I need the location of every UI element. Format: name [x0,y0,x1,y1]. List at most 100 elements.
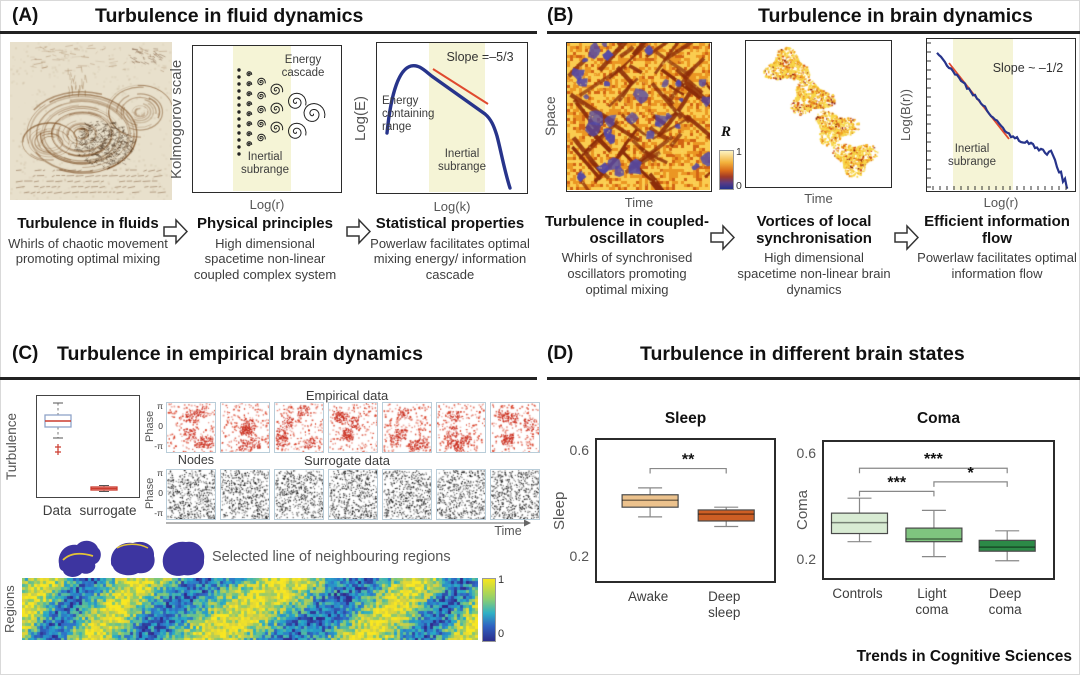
surrogate-phase-panel [490,469,540,520]
category-label-awake: Awake [627,589,669,604]
energy-spectrum-plot [385,43,512,192]
brain-spectrum-box: Slope ~ –1/2 Inertial subrange [926,38,1076,192]
category-label-controls: Controls [832,586,883,601]
slope-label-b: Slope ~ –1/2 [992,61,1064,75]
slope-line [432,68,489,105]
energy-containing-label: Energy containing range [382,95,435,134]
step-physical-principles: Physical principles High dimensional spa… [185,215,345,283]
empirical-data-title: Empirical data [305,388,389,403]
heatmap-colorbar-max: 1 [498,574,505,586]
panel-c-title: Turbulence in empirical brain dynamics [57,343,423,365]
panel-b-title: Turbulence in brain dynamics [758,5,1033,27]
time-axis-label: Time [494,524,522,538]
time-xlabel-b1: Time [624,195,654,210]
sleep-plot-frame: ** [595,438,776,583]
brain-silhouette-1 [58,540,101,577]
boxplot-cat-data: Data [42,503,72,518]
regions-heatmap [22,578,478,640]
space-ylabel: Space [542,96,558,136]
surrogate-phase-panel [220,469,270,520]
significance-stars: ** [682,452,695,469]
step-desc: Whirls of chaotic movement promoting opt… [8,235,168,267]
panel-c-rule [0,377,537,380]
empirical-phase-panel [436,402,486,453]
step-title: Physical principles [197,215,333,232]
slope-label-a: Slope =–5/3 [446,50,514,64]
step-desc: Powerlaw facilitates optimal information… [917,250,1077,281]
arrow-right-icon [710,224,735,251]
kolmogorov-scale-ylabel: Kolmogorov scale [168,59,185,179]
phase-tick-0: 0 [158,421,163,431]
energy-spectrum-box: Slope =–5/3 Energy containing range Iner… [376,42,528,194]
inertial-band [429,43,485,192]
sleep-tick-06: 0.6 [569,442,589,458]
coma-tick-02: 0.2 [796,551,816,567]
sleep-tick-02: 0.2 [569,548,589,564]
brain-silhouette-2 [110,541,155,576]
surrogate-raster-row [166,469,540,520]
phase-tick-0: 0 [158,488,163,498]
selected-line-1 [62,552,94,561]
sleep-boxplot: ** [621,452,755,528]
logr-xlabel-a: Log(r) [249,197,285,212]
energy-cascade-label: Energy cascade [281,54,325,80]
spacetime-turbulence-box [566,42,712,192]
heatmap-colorbar-min: 0 [498,628,505,640]
step-desc: Whirls of synchronised oscillators promo… [561,250,693,297]
turbulence-boxplot-frame [36,395,140,498]
panel-a-tag: (A) [12,5,39,26]
panel-c-tag: (C) [12,343,39,364]
surrogate-phase-panel [166,469,216,520]
panel-b-tag: (B) [547,5,574,26]
step-turbulence-in-fluids: Turbulence in fluids Whirls of chaotic m… [4,215,172,267]
energy-spectrum-curve [385,63,512,190]
step-desc: High dimensional spacetime non-linear co… [193,235,337,283]
empirical-phase-panel [490,402,540,453]
category-label-deep-sleep: Deep sleep [708,589,741,621]
coma-plot-frame: *** * *** [822,440,1055,580]
inertial-band [233,46,291,191]
empirical-raster-row [166,402,540,453]
arrow-right-icon [894,224,919,251]
inertial-subrange-label-a1: Inertial subrange [241,151,289,177]
energy-cascade-diagram [233,46,326,191]
selected-line-caption: Selected line of neighbouring regions [212,549,451,565]
arrow-right-icon [346,218,371,245]
empirical-phase-panel [328,402,378,453]
category-label-light-coma: Light coma [915,586,949,618]
loge-ylabel: Log(E) [352,95,369,141]
surrogate-data-title: Surrogate data [303,453,390,468]
significance-stars: *** [887,474,906,491]
r-colorbar-max: 1 [736,146,742,158]
logk-xlabel: Log(k) [433,199,471,214]
category-label-deep-coma: Deep coma [988,586,1022,618]
regions-ylabel: Regions [2,585,17,633]
spacetime-turbulence-image [567,43,710,190]
logr-xlabel-b: Log(r) [983,195,1019,210]
step-efficient-information-flow: Efficient information flow Powerlaw faci… [917,213,1077,282]
significance-stars: * [967,465,974,482]
step-title: Vortices of local synchronisation [756,213,872,247]
journal-name: Trends in Cognitive Sciences [856,648,1072,665]
significance-stars: *** [924,451,943,468]
time-xlabel-b2: Time [804,191,833,206]
logbr-ylabel: Log(B(r)) [898,89,913,142]
step-title: Turbulence in coupled-oscillators [545,213,709,247]
panel-b-rule [547,31,1080,34]
empirical-phase-panel [274,402,324,453]
empirical-phase-panel [382,402,432,453]
brain-silhouette-3 [162,541,205,576]
panel-a-rule [0,31,537,34]
step-title: Statistical properties [375,215,525,232]
panel-d-tag: (D) [547,343,574,364]
panel-a-title: Turbulence in fluid dynamics [95,5,364,27]
turbulence-ylabel: Turbulence [4,412,19,481]
turbulence-boxplot [44,402,118,492]
boxplot-cat-surrogate: surrogate [79,503,137,518]
step-desc: Powerlaw facilitates optimal mixing ener… [370,235,530,283]
brain-vortices-image [746,41,890,186]
empirical-phase-panel [220,402,270,453]
arrow-right-icon [163,218,188,245]
phase-tick-pi: π [157,401,163,411]
